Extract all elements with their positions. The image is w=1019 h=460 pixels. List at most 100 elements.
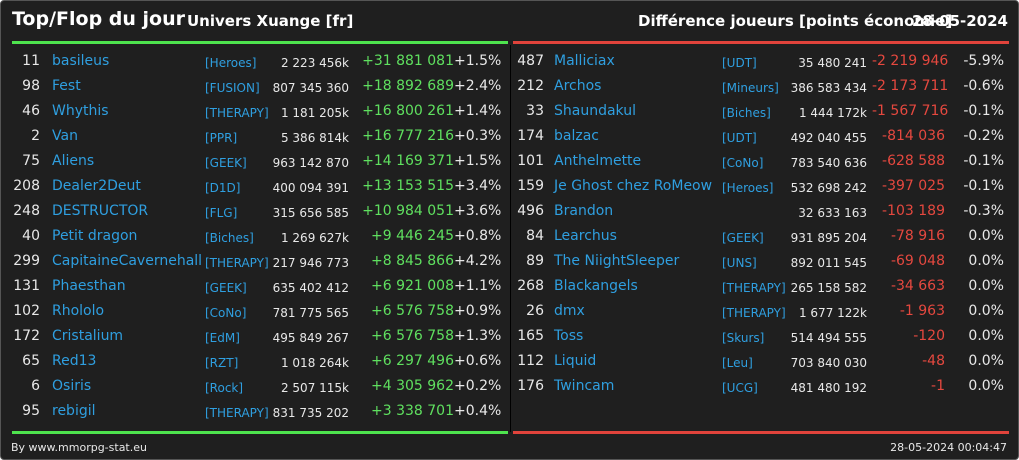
- player-score: 5 386 814k: [280, 131, 349, 145]
- player-rank: 6: [31, 378, 40, 394]
- player-score: 481 480 192: [790, 381, 867, 395]
- alliance-tag-link[interactable]: [UCG]: [722, 381, 758, 395]
- alliance-tag-link[interactable]: [GEEK]: [722, 231, 764, 245]
- player-name-link[interactable]: balzac: [554, 128, 599, 144]
- score-difference: -103 189: [882, 203, 945, 219]
- player-name-link[interactable]: The NiightSleeper: [554, 253, 680, 269]
- player-name-link[interactable]: Je Ghost chez RoMeow: [554, 178, 713, 194]
- alliance-tag-link[interactable]: [UDT]: [722, 56, 757, 70]
- alliance-tag-link[interactable]: [UNS]: [722, 256, 757, 270]
- player-name-link[interactable]: Archos: [554, 78, 602, 94]
- player-name-link[interactable]: Anthelmette: [554, 153, 642, 169]
- generated-timestamp: 28-05-2024 00:04:47: [890, 441, 1007, 454]
- player-name-link[interactable]: Aliens: [52, 153, 95, 169]
- player-score: 514 494 555: [790, 331, 867, 345]
- top-row: 131 Phaesthan [GEEK] 635 402 412 +6 921 008 +…: [1, 273, 510, 298]
- player-name-link[interactable]: Rhololo: [52, 303, 105, 319]
- score-difference: -120: [913, 328, 945, 344]
- alliance-tag-link[interactable]: [Biches]: [722, 106, 771, 120]
- player-score: 386 583 434: [790, 81, 867, 95]
- player-rank: 212: [517, 78, 544, 94]
- alliance-tag-link[interactable]: [UDT]: [722, 131, 757, 145]
- player-score: 1 018 264k: [280, 356, 349, 370]
- player-name-link[interactable]: Shaundakul: [554, 103, 636, 119]
- score-difference: +31 881 081: [362, 53, 454, 69]
- alliance-tag-link[interactable]: [Heroes]: [722, 181, 774, 195]
- score-difference: -1: [931, 378, 945, 394]
- alliance-tag-link[interactable]: [PPR]: [205, 131, 238, 145]
- player-rank: 46: [22, 103, 40, 119]
- top-row: 95 rebigil [THERAPY] 831 735 202 +3 338 701 +…: [1, 398, 510, 423]
- alliance-tag-link[interactable]: [Mineurs]: [722, 81, 779, 95]
- alliance-tag-link[interactable]: [THERAPY]: [205, 406, 269, 420]
- player-name-link[interactable]: DESTRUCTOR: [52, 203, 149, 219]
- top-accent-bar: [12, 41, 508, 44]
- flop-row: 212 Archos [Mineurs] 386 583 434 -2 173 711-…: [512, 73, 1018, 98]
- alliance-tag-link[interactable]: [THERAPY]: [205, 256, 269, 270]
- alliance-tag-link[interactable]: [Skurs]: [722, 331, 765, 345]
- player-rank: 40: [22, 228, 40, 244]
- alliance-tag-link[interactable]: [FUSION]: [205, 81, 260, 95]
- alliance-tag-link[interactable]: [GEEK]: [205, 281, 247, 295]
- alliance-tag-link[interactable]: [Biches]: [205, 231, 254, 245]
- player-rank: 101: [517, 153, 544, 169]
- alliance-tag-link[interactable]: [THERAPY]: [205, 106, 269, 120]
- player-score: 315 656 585: [272, 206, 349, 220]
- player-score: 217 946 773: [272, 256, 349, 270]
- top-row: 40 Petit dragon [Biches] 1 269 627k +9 446 2…: [1, 223, 510, 248]
- flop-bottom-bar: [513, 431, 1009, 434]
- player-rank: 172: [13, 328, 40, 344]
- player-name-link[interactable]: Red13: [52, 353, 97, 369]
- player-name-link[interactable]: Learchus: [554, 228, 617, 244]
- top-row: 172 Cristalium [EdM] 495 849 267 +6 576 758 +…: [1, 323, 510, 348]
- player-name-link[interactable]: rebigil: [52, 403, 96, 419]
- player-score: 963 142 870: [272, 156, 349, 170]
- alliance-tag-link[interactable]: [FLG]: [205, 206, 238, 220]
- player-score: 35 480 241: [798, 56, 867, 70]
- player-name-link[interactable]: Petit dragon: [52, 228, 138, 244]
- player-name-link[interactable]: Phaesthan: [52, 278, 126, 294]
- alliance-tag-link[interactable]: [Leu]: [722, 356, 753, 370]
- alliance-tag-link[interactable]: [RZT]: [205, 356, 239, 370]
- alliance-tag-link[interactable]: [CoNo]: [205, 306, 247, 320]
- alliance-tag-link[interactable]: [Heroes]: [205, 56, 257, 70]
- player-name-link[interactable]: Malliciax: [554, 53, 615, 69]
- percent-change: -0.1%: [963, 178, 1004, 194]
- alliance-tag-link[interactable]: [THERAPY]: [722, 306, 786, 320]
- player-name-link[interactable]: Brandon: [554, 203, 614, 219]
- alliance-tag-link[interactable]: [EdM]: [205, 331, 240, 345]
- player-name-link[interactable]: Liquid: [554, 353, 597, 369]
- player-name-link[interactable]: Van: [52, 128, 78, 144]
- percent-change: +1.5%: [454, 53, 502, 69]
- alliance-tag-link[interactable]: [THERAPY]: [722, 281, 786, 295]
- player-name-link[interactable]: Osiris: [52, 378, 92, 394]
- flop-row: 101 Anthelmette [CoNo] 783 540 636 -628 588 -…: [512, 148, 1018, 173]
- player-name-link[interactable]: Cristalium: [52, 328, 124, 344]
- player-name-link[interactable]: basileus: [52, 53, 110, 69]
- universe-label: Univers Xuange [fr]: [187, 12, 354, 30]
- score-difference: -1 963: [899, 303, 945, 319]
- player-rank: 75: [22, 153, 40, 169]
- percent-change: +3.6%: [454, 203, 502, 219]
- player-score: 492 040 455: [790, 131, 867, 145]
- header-date: 28-05-2024: [912, 12, 1008, 30]
- player-name-link[interactable]: Whythis: [52, 103, 109, 119]
- alliance-tag-link[interactable]: [D1D]: [205, 181, 241, 195]
- score-difference: +18 892 689: [362, 78, 454, 94]
- player-name-link[interactable]: dmx: [554, 303, 585, 319]
- alliance-tag-link[interactable]: [Rock]: [205, 381, 244, 395]
- player-rank: 268: [517, 278, 544, 294]
- alliance-tag-link[interactable]: [CoNo]: [722, 156, 764, 170]
- percent-change: -5.9%: [963, 53, 1004, 69]
- player-name-link[interactable]: Blackangels: [554, 278, 638, 294]
- player-name-link[interactable]: Fest: [52, 78, 81, 94]
- alliance-tag-link[interactable]: [GEEK]: [205, 156, 247, 170]
- player-score: 2 507 115k: [280, 381, 349, 395]
- header: Top/Flop du jour Univers Xuange [fr] Dif…: [1, 1, 1018, 41]
- player-name-link[interactable]: Dealer2Deut: [52, 178, 141, 194]
- player-name-link[interactable]: Toss: [554, 328, 584, 344]
- player-name-link[interactable]: CapitaineCavernehall: [52, 253, 203, 269]
- player-score: 635 402 412: [272, 281, 349, 295]
- player-name-link[interactable]: Twincam: [554, 378, 615, 394]
